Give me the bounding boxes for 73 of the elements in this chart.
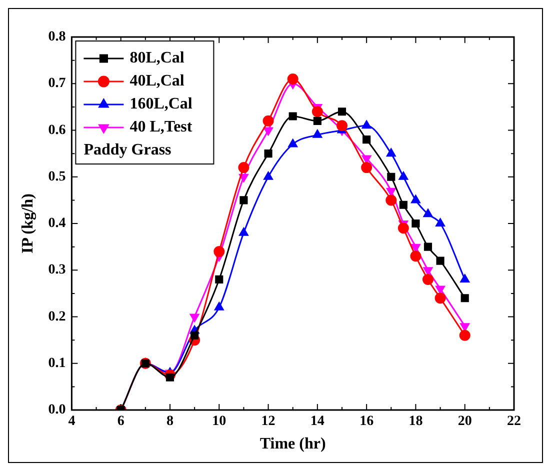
point	[312, 129, 322, 138]
legend-label: 40L,Cal	[130, 72, 185, 90]
point	[214, 302, 224, 310]
y-tick-label: 0.3	[48, 262, 66, 278]
point	[238, 227, 249, 236]
point	[412, 219, 420, 228]
point	[410, 250, 422, 262]
point	[434, 292, 446, 304]
y-tick-label: 0.6	[48, 122, 66, 138]
legend-label: 160L,Cal	[130, 96, 193, 113]
x-tick-label: 16	[360, 414, 374, 430]
point	[435, 286, 446, 294]
point	[313, 116, 322, 125]
point	[422, 274, 434, 285]
point	[312, 106, 323, 118]
y-tick-label: 0.8	[48, 30, 66, 45]
x-tick-label: 12	[261, 414, 276, 430]
point	[399, 200, 408, 209]
point	[386, 188, 396, 196]
x-tick-label: 14	[310, 414, 324, 430]
y-tick-label: 0.7	[48, 76, 66, 92]
point	[410, 244, 421, 252]
point	[215, 275, 224, 284]
point	[361, 162, 372, 174]
point	[387, 172, 396, 181]
x-tick-label: 10	[212, 414, 226, 430]
point	[264, 150, 272, 158]
point	[288, 112, 297, 120]
point	[362, 136, 371, 144]
x-tick-label: 18	[408, 414, 423, 430]
x-axis-title: Time (hr)	[260, 436, 326, 453]
point	[262, 115, 274, 126]
point	[460, 294, 469, 302]
x-tick-label: 20	[458, 414, 472, 430]
point	[423, 208, 433, 218]
point	[386, 148, 396, 157]
point	[214, 246, 225, 257]
point	[423, 267, 433, 276]
x-tick-label: 8	[166, 414, 174, 430]
point	[263, 127, 274, 136]
point	[287, 73, 298, 84]
point	[336, 120, 348, 132]
y-tick-label: 0.5	[48, 169, 66, 184]
legend-label: 80L,Cal	[130, 50, 185, 67]
point	[288, 138, 298, 148]
point	[362, 120, 372, 129]
legend-label: 40 L,Test	[130, 118, 193, 136]
point	[338, 108, 346, 116]
point	[240, 196, 248, 204]
x-tick-label: 22	[507, 414, 521, 430]
point	[459, 330, 470, 341]
point	[190, 314, 200, 322]
point	[435, 218, 446, 226]
annotation: Paddy Grass	[84, 142, 172, 159]
y-tick-label: 0.1	[48, 356, 66, 371]
point	[238, 162, 250, 174]
point	[166, 373, 174, 382]
point	[424, 242, 432, 251]
point	[460, 274, 470, 282]
x-tick-label: 4	[68, 414, 76, 430]
point	[190, 331, 199, 340]
point	[263, 171, 274, 180]
y-tick-label: 0.2	[48, 309, 66, 324]
y-tick-label: 0.0	[48, 402, 66, 418]
point	[398, 171, 408, 180]
point	[436, 256, 444, 265]
point	[362, 155, 372, 164]
x-tick-label: 6	[117, 414, 124, 430]
y-tick-label: 0.4	[48, 216, 66, 232]
point	[386, 194, 397, 206]
point	[398, 222, 409, 234]
point	[410, 194, 421, 204]
y-axis-title: IP (kg/h)	[20, 193, 37, 254]
